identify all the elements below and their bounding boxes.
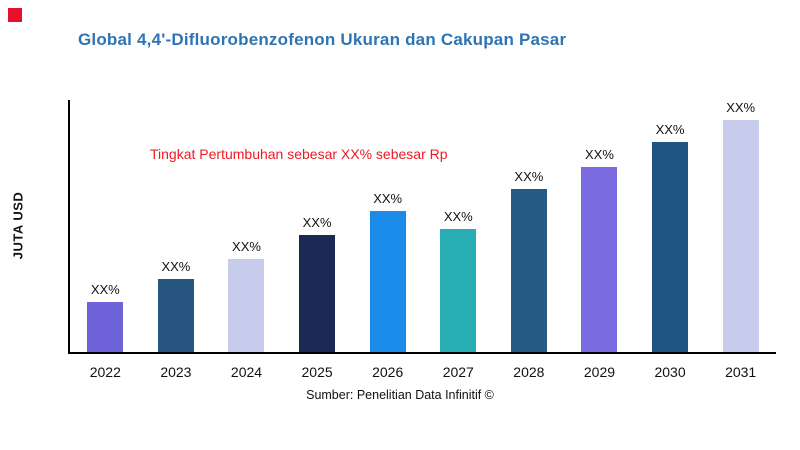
bar-group: XX% 2025 (282, 100, 353, 380)
bar-group: XX% 2027 (423, 100, 494, 380)
chart-title: Global 4,4'-Difluorobenzofenon Ukuran da… (78, 30, 567, 49)
plot-area: XX% 2022 XX% 2023 XX% 2024 XX% 2025 XX% 2026 XX% 20… (68, 100, 776, 380)
bar (652, 142, 689, 352)
x-tick-label: 2031 (725, 364, 757, 380)
bar-value-label: XX% (655, 122, 685, 137)
bar-group: XX% 2022 (70, 100, 141, 380)
x-tick-label: 2028 (513, 364, 545, 380)
bar-value-label: XX% (90, 282, 120, 297)
bar-value-label: XX% (373, 191, 403, 206)
bar-value-label: XX% (726, 100, 756, 115)
bar (157, 279, 194, 352)
bar-group: XX% 2023 (141, 100, 212, 380)
x-tick-label: 2024 (230, 364, 263, 380)
bar (299, 235, 336, 352)
bar-value-label: XX% (161, 259, 191, 274)
bar (228, 259, 265, 352)
bar-value-label: XX% (585, 147, 614, 162)
bars-container: XX% 2022 XX% 2023 XX% 2024 XX% 2025 XX% 2026 XX% 20… (70, 100, 776, 380)
bar-group: XX% 2026 (352, 100, 423, 380)
brand-square-icon (8, 8, 22, 22)
bar (581, 167, 618, 352)
bar-value-label: XX% (232, 239, 261, 254)
bar-group: XX% 2029 (564, 100, 635, 380)
growth-annotation: Tingkat Pertumbuhan sebesar XX% sebesar … (150, 146, 448, 162)
bar (87, 302, 124, 352)
bar (510, 189, 547, 352)
x-tick-label: 2027 (442, 364, 474, 380)
x-tick-label: 2025 (301, 364, 333, 380)
bar-group: XX% 2031 (705, 100, 776, 380)
bar-group: XX% 2024 (211, 100, 282, 380)
bar-value-label: XX% (514, 169, 544, 184)
x-tick-label: 2022 (89, 364, 121, 380)
y-axis-label: JUTA USD (10, 191, 26, 260)
bar (369, 211, 406, 352)
source-caption: Sumber: Penelitian Data Infinitif © (306, 388, 494, 402)
x-tick-label: 2026 (372, 364, 404, 380)
bar (722, 120, 759, 352)
x-tick-label: 2029 (583, 364, 616, 380)
bar-value-label: XX% (443, 209, 473, 224)
x-tick-label: 2030 (654, 364, 686, 380)
bar-value-label: XX% (302, 215, 332, 230)
x-tick-label: 2023 (160, 364, 192, 380)
bar (440, 229, 477, 352)
bar-group: XX% 2028 (494, 100, 565, 380)
bar-group: XX% 2030 (635, 100, 706, 380)
